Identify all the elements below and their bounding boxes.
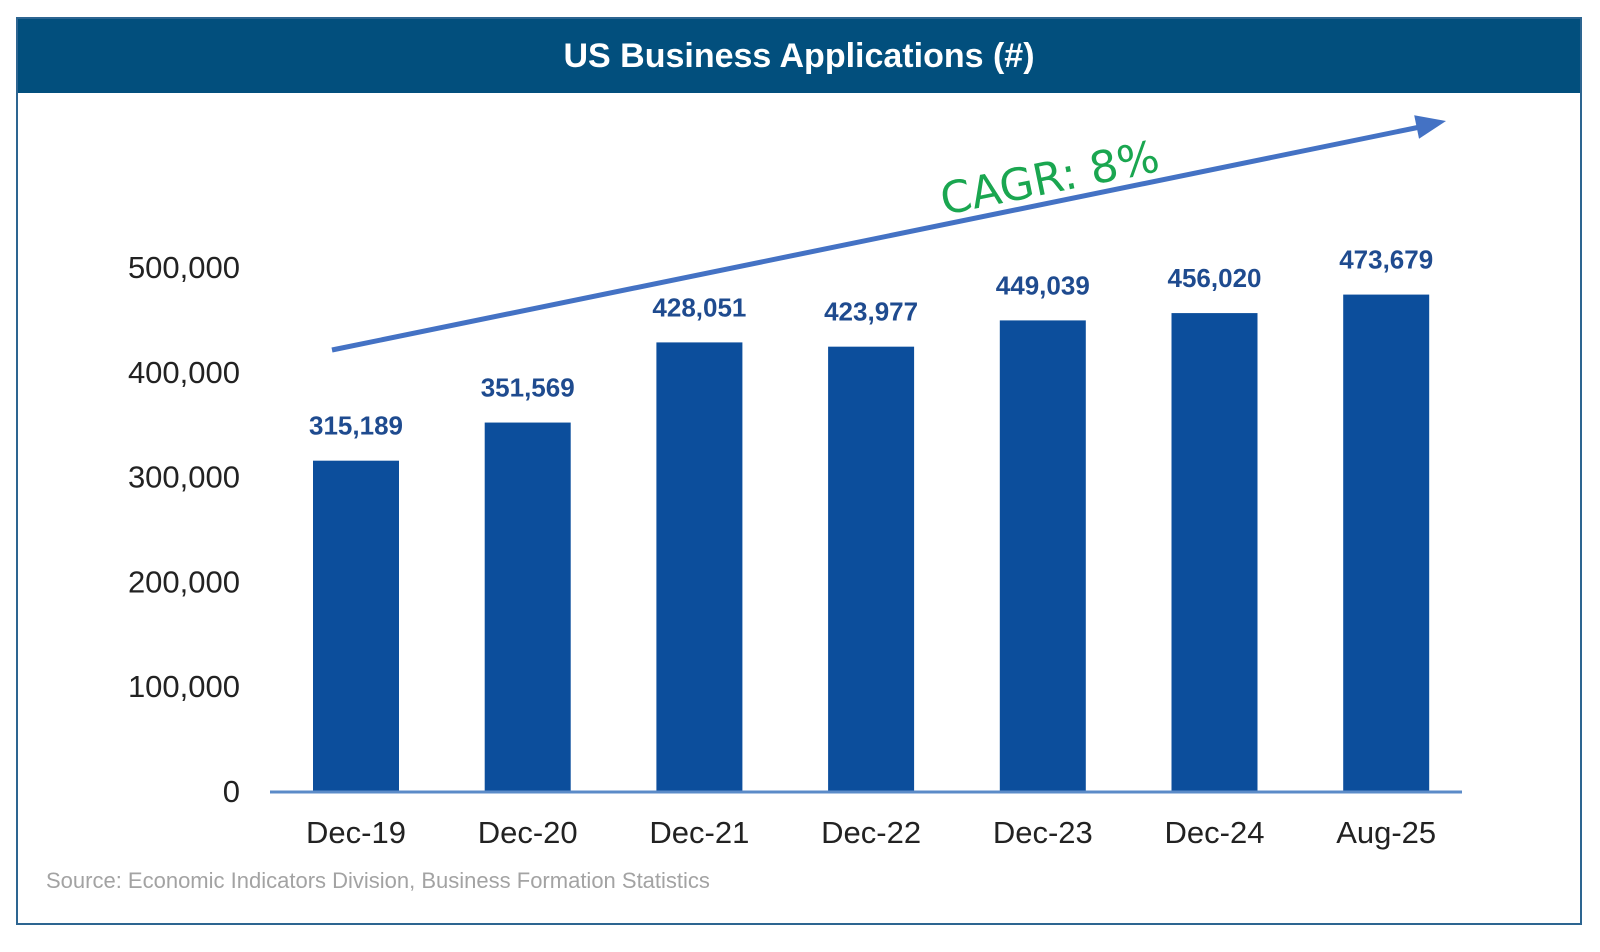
x-tick-label: Dec-20 [478, 815, 578, 850]
value-label: 473,679 [1339, 245, 1433, 275]
bar-dec-20 [484, 422, 571, 791]
bars [313, 294, 1430, 791]
x-tick-label: Dec-24 [1165, 815, 1265, 850]
trend-line [331, 124, 1421, 353]
y-tick-label: 400,000 [128, 355, 240, 390]
bar-dec-19 [313, 460, 399, 791]
x-tick-label: Dec-19 [306, 815, 406, 850]
x-tick-label: Dec-23 [993, 815, 1093, 850]
chart-header: US Business Applications (#) [18, 19, 1580, 93]
cagr-annotation: CAGR: 8% [936, 131, 1164, 226]
value-label: 351,569 [481, 373, 575, 403]
y-tick-label: 300,000 [128, 460, 240, 495]
value-labels: 315,189 351,569 428,051 423,977 449,039 456,0… [309, 245, 1433, 441]
chart-title: US Business Applications (#) [563, 36, 1035, 75]
y-tick-label: 500,000 [128, 250, 240, 285]
x-tick-label: Aug-25 [1336, 815, 1436, 850]
chart-frame: US Business Applications (#) [16, 17, 1582, 925]
value-label: 315,189 [309, 411, 403, 441]
arrow-head-icon [1414, 115, 1446, 139]
y-axis-ticks: 0 100,000 200,000 300,000 400,000 500,000 [128, 250, 240, 809]
bar-dec-23 [999, 320, 1086, 791]
y-tick-label: 0 [223, 774, 240, 809]
x-axis-ticks: Dec-19 Dec-20 Dec-21 Dec-22 Dec-23 Dec-24 Aug-… [306, 815, 1436, 850]
source-note: Source: Economic Indicators Division, Bu… [46, 868, 710, 893]
y-tick-label: 200,000 [128, 564, 240, 599]
y-tick-label: 100,000 [128, 669, 240, 704]
value-label: 456,020 [1168, 263, 1262, 293]
value-label: 449,039 [996, 270, 1090, 300]
x-tick-label: Dec-22 [821, 815, 921, 850]
bar-aug-25 [1343, 294, 1430, 791]
value-label: 423,977 [824, 297, 918, 327]
value-label: 428,051 [652, 292, 746, 322]
bar-dec-24 [1171, 313, 1258, 791]
bar-dec-21 [656, 342, 743, 791]
x-tick-label: Dec-21 [649, 815, 749, 850]
bar-dec-22 [828, 346, 915, 791]
